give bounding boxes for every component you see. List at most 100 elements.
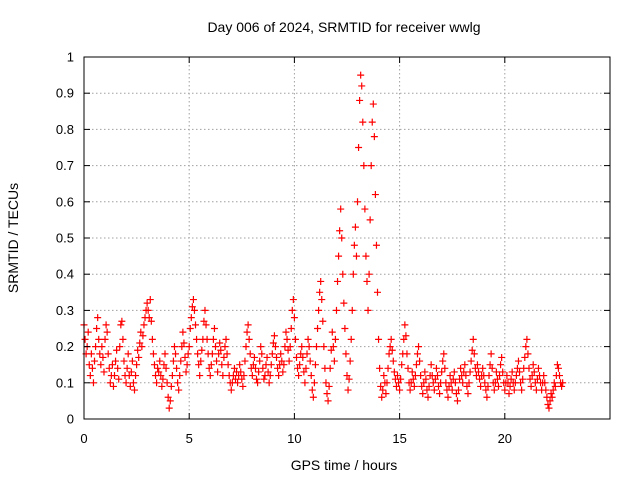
data-point bbox=[336, 227, 344, 235]
data-point bbox=[420, 379, 428, 387]
data-point bbox=[459, 379, 467, 387]
data-point bbox=[197, 357, 205, 365]
data-point bbox=[334, 277, 342, 285]
data-point bbox=[554, 364, 562, 372]
data-point bbox=[432, 364, 440, 372]
data-point bbox=[332, 306, 340, 314]
data-point bbox=[385, 350, 393, 358]
data-point bbox=[120, 357, 128, 365]
data-point bbox=[112, 357, 120, 365]
data-point bbox=[435, 382, 443, 390]
data-point bbox=[160, 361, 168, 369]
data-point bbox=[122, 379, 130, 387]
data-point bbox=[216, 339, 224, 347]
data-point bbox=[99, 353, 107, 361]
data-point bbox=[476, 375, 484, 383]
data-point bbox=[362, 252, 370, 260]
data-point bbox=[224, 361, 232, 369]
chart-title: Day 006 of 2024, SRMTID for receiver wwl… bbox=[207, 19, 480, 35]
data-point bbox=[85, 361, 93, 369]
data-point bbox=[203, 335, 211, 343]
data-point bbox=[284, 346, 292, 354]
data-point bbox=[475, 368, 482, 376]
data-point bbox=[126, 382, 134, 390]
data-point bbox=[339, 270, 347, 278]
data-point bbox=[290, 314, 298, 322]
data-point bbox=[545, 404, 553, 412]
data-point bbox=[140, 321, 148, 329]
data-point bbox=[240, 372, 248, 380]
data-point bbox=[163, 379, 171, 387]
data-point bbox=[355, 144, 363, 151]
data-point bbox=[378, 393, 386, 401]
data-point bbox=[305, 343, 313, 351]
data-point bbox=[286, 343, 294, 351]
data-point bbox=[206, 372, 214, 380]
data-point bbox=[503, 372, 511, 380]
y-tick-label: 0 bbox=[67, 412, 74, 427]
data-point bbox=[533, 375, 541, 383]
data-point bbox=[295, 372, 303, 380]
y-tick-label: 0.2 bbox=[56, 339, 74, 354]
data-point bbox=[249, 361, 257, 369]
data-point bbox=[323, 390, 331, 398]
data-point bbox=[342, 350, 350, 358]
data-point bbox=[397, 375, 405, 383]
data-point bbox=[330, 357, 338, 365]
data-point bbox=[467, 357, 475, 365]
data-point bbox=[174, 379, 182, 387]
data-point bbox=[186, 325, 194, 332]
data-point bbox=[137, 328, 145, 336]
data-point bbox=[491, 379, 499, 387]
data-point bbox=[343, 372, 351, 380]
data-point bbox=[416, 357, 424, 365]
data-point bbox=[430, 386, 438, 394]
data-point bbox=[260, 375, 268, 383]
data-point bbox=[268, 350, 276, 358]
data-point bbox=[346, 357, 354, 365]
data-point bbox=[294, 364, 302, 372]
data-point bbox=[322, 379, 330, 387]
data-point bbox=[127, 368, 135, 376]
data-point bbox=[97, 361, 105, 369]
data-point bbox=[439, 357, 447, 365]
data-point bbox=[86, 372, 94, 380]
data-point bbox=[402, 332, 410, 340]
data-point bbox=[410, 382, 418, 390]
data-points bbox=[80, 71, 567, 412]
data-point bbox=[207, 361, 215, 369]
y-tick-label: 0.7 bbox=[56, 158, 74, 173]
data-point bbox=[244, 321, 252, 329]
data-point bbox=[453, 397, 461, 405]
data-point bbox=[288, 306, 296, 314]
data-point bbox=[111, 372, 119, 380]
data-point bbox=[139, 332, 147, 340]
data-point bbox=[406, 386, 414, 394]
data-point bbox=[404, 364, 412, 372]
x-tick-label: 20 bbox=[498, 431, 512, 446]
data-point bbox=[466, 368, 474, 376]
data-point bbox=[94, 314, 102, 322]
data-point bbox=[219, 372, 227, 380]
data-point bbox=[179, 328, 187, 336]
y-tick-label: 0.5 bbox=[56, 231, 74, 246]
data-point bbox=[329, 343, 337, 351]
data-point bbox=[155, 368, 163, 376]
data-point bbox=[376, 364, 384, 372]
data-point bbox=[558, 382, 566, 390]
data-point bbox=[553, 361, 561, 369]
x-tick-labels: 0 5 10 15 20 bbox=[80, 431, 512, 446]
data-point bbox=[143, 299, 151, 307]
data-point bbox=[528, 372, 536, 380]
data-point bbox=[507, 375, 515, 383]
data-point bbox=[312, 343, 320, 351]
axis-ticks bbox=[83, 56, 610, 420]
data-point bbox=[153, 379, 161, 387]
y-tick-label: 0.8 bbox=[56, 122, 74, 137]
data-point bbox=[519, 375, 527, 383]
data-point bbox=[196, 372, 204, 380]
data-point bbox=[291, 335, 299, 343]
data-point bbox=[328, 328, 336, 336]
data-point bbox=[93, 325, 101, 332]
data-point bbox=[149, 350, 157, 358]
